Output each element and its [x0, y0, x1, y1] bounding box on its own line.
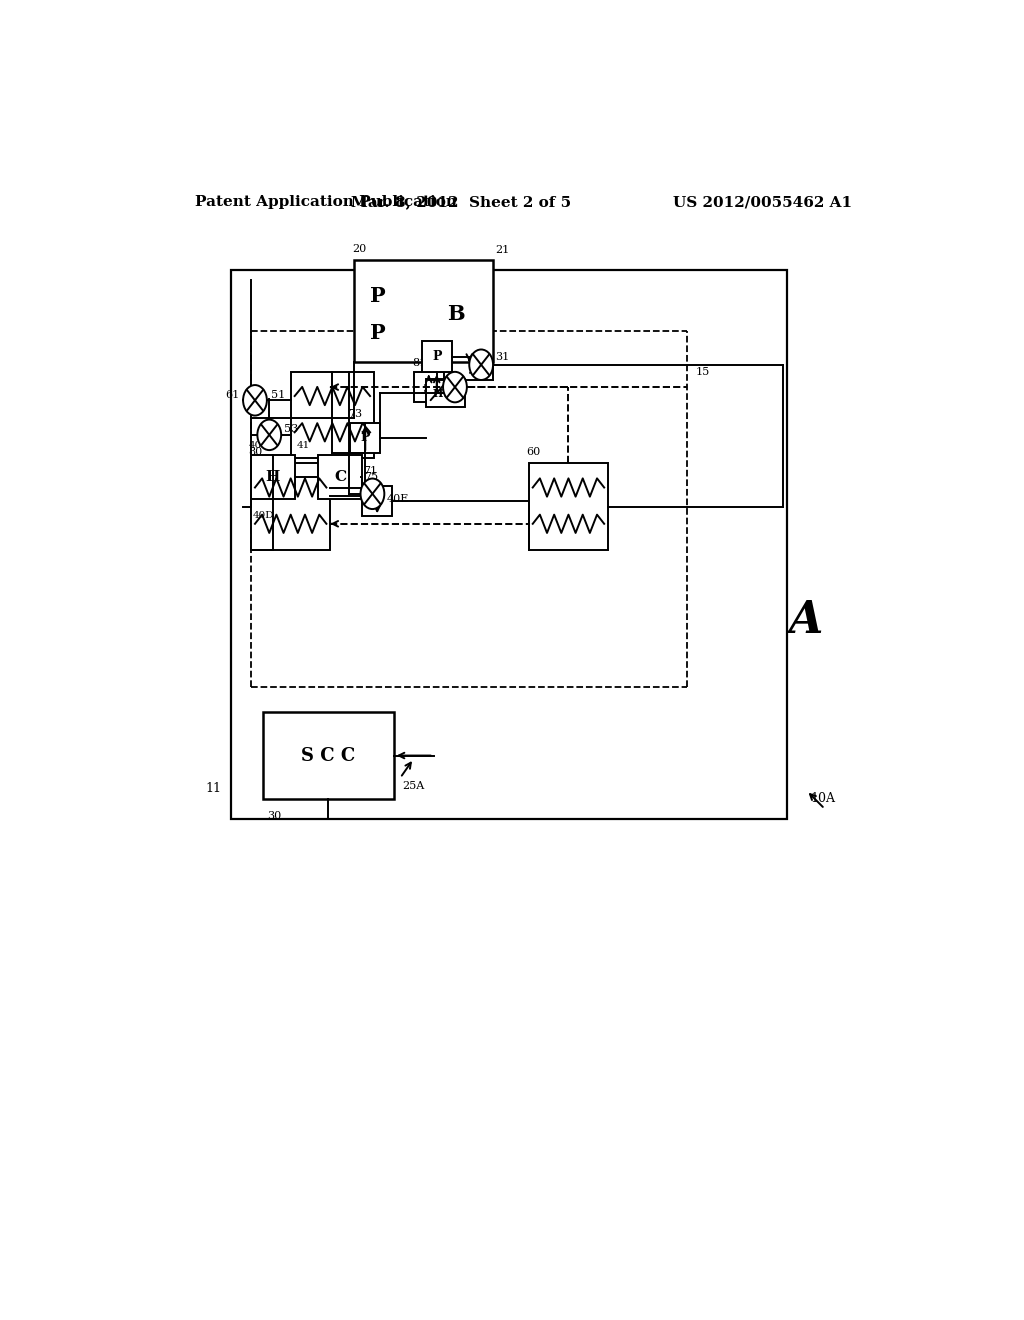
Text: P: P — [370, 323, 386, 343]
Text: HTF: HTF — [432, 388, 459, 399]
Text: 51: 51 — [270, 391, 285, 400]
Text: 10A: 10A — [811, 792, 836, 805]
Bar — [362, 486, 392, 516]
Bar — [354, 260, 494, 362]
Text: 40C: 40C — [249, 441, 270, 450]
Text: FIG. 1A: FIG. 1A — [638, 599, 824, 643]
Text: 21: 21 — [496, 246, 510, 255]
Bar — [263, 713, 394, 799]
Text: 53: 53 — [284, 424, 298, 434]
Text: 73: 73 — [348, 409, 361, 418]
Text: 24: 24 — [469, 364, 483, 374]
Text: P: P — [424, 380, 433, 393]
Bar — [231, 271, 786, 818]
Text: 31: 31 — [496, 351, 510, 362]
Bar — [251, 455, 295, 499]
Bar — [414, 372, 443, 403]
Bar — [426, 379, 465, 408]
Circle shape — [257, 420, 282, 450]
Bar — [291, 372, 374, 458]
Text: 20: 20 — [352, 244, 366, 253]
Text: P: P — [360, 432, 370, 445]
Text: 25A: 25A — [401, 781, 424, 791]
Text: Patent Application Publication: Patent Application Publication — [196, 195, 458, 209]
Text: 15: 15 — [695, 367, 710, 378]
Text: P: P — [370, 285, 386, 306]
Text: 75: 75 — [365, 471, 379, 482]
Text: S C C: S C C — [301, 747, 355, 764]
Bar — [318, 455, 362, 499]
Text: 80: 80 — [249, 447, 263, 457]
Text: 11: 11 — [206, 781, 221, 795]
Text: B: B — [446, 304, 464, 323]
Text: 40E: 40E — [387, 494, 410, 504]
Circle shape — [469, 350, 494, 380]
Text: H: H — [265, 470, 280, 484]
Text: 30: 30 — [267, 810, 282, 821]
Text: P: P — [432, 350, 441, 363]
Circle shape — [243, 385, 267, 416]
Bar — [251, 463, 331, 549]
Text: C: C — [334, 470, 346, 484]
Text: Mar. 8, 2012  Sheet 2 of 5: Mar. 8, 2012 Sheet 2 of 5 — [351, 195, 571, 209]
Text: US 2012/0055462 A1: US 2012/0055462 A1 — [674, 195, 852, 209]
Circle shape — [360, 479, 384, 510]
Text: 41: 41 — [297, 441, 310, 450]
Text: 61: 61 — [225, 391, 240, 400]
Bar — [528, 463, 608, 549]
Circle shape — [443, 372, 467, 403]
Bar — [350, 422, 380, 453]
Text: 40D: 40D — [253, 511, 274, 520]
Text: 81: 81 — [412, 358, 426, 368]
Text: 57: 57 — [468, 366, 481, 376]
Bar — [422, 342, 452, 372]
Text: 71: 71 — [362, 466, 377, 475]
Text: 50: 50 — [326, 470, 340, 480]
Text: P: P — [373, 495, 382, 507]
Text: 60: 60 — [526, 447, 541, 457]
Text: 55: 55 — [423, 384, 437, 395]
